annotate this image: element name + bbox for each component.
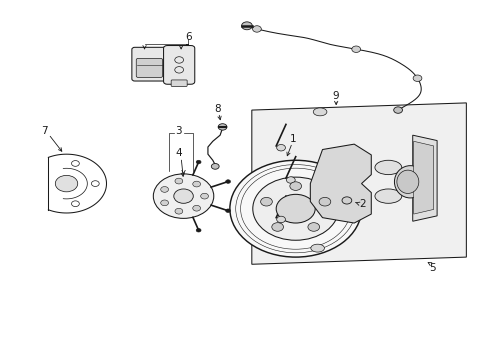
Circle shape xyxy=(173,189,193,203)
FancyBboxPatch shape xyxy=(132,47,166,81)
Ellipse shape xyxy=(374,160,401,175)
Circle shape xyxy=(55,175,78,192)
Ellipse shape xyxy=(374,189,401,203)
Text: 4: 4 xyxy=(175,148,182,158)
Circle shape xyxy=(225,209,230,212)
Text: 6: 6 xyxy=(185,32,191,41)
Ellipse shape xyxy=(310,244,324,252)
Polygon shape xyxy=(310,144,370,223)
Circle shape xyxy=(286,177,295,183)
Circle shape xyxy=(252,26,261,32)
Circle shape xyxy=(192,181,200,187)
Text: 1: 1 xyxy=(289,134,296,144)
Circle shape xyxy=(393,107,402,113)
Circle shape xyxy=(276,144,285,151)
Polygon shape xyxy=(412,135,436,221)
Circle shape xyxy=(225,180,230,183)
Circle shape xyxy=(175,178,183,184)
Polygon shape xyxy=(413,141,433,214)
Text: 8: 8 xyxy=(214,104,221,114)
Ellipse shape xyxy=(313,108,326,116)
Circle shape xyxy=(412,75,421,81)
Circle shape xyxy=(318,197,330,206)
Circle shape xyxy=(229,160,361,257)
Ellipse shape xyxy=(396,170,418,193)
Circle shape xyxy=(271,223,283,231)
Ellipse shape xyxy=(394,166,425,198)
Circle shape xyxy=(175,208,183,214)
FancyBboxPatch shape xyxy=(136,58,162,77)
Text: 9: 9 xyxy=(332,91,339,101)
Circle shape xyxy=(351,46,360,53)
Circle shape xyxy=(161,200,168,206)
Text: 3: 3 xyxy=(175,126,182,135)
Circle shape xyxy=(260,197,272,206)
Circle shape xyxy=(161,186,168,192)
Circle shape xyxy=(307,223,319,231)
Circle shape xyxy=(200,193,208,199)
Text: 5: 5 xyxy=(428,263,435,273)
Text: 2: 2 xyxy=(359,199,365,210)
Circle shape xyxy=(196,229,201,232)
Polygon shape xyxy=(251,103,466,264)
Circle shape xyxy=(196,160,201,164)
Circle shape xyxy=(341,197,351,204)
Circle shape xyxy=(252,177,338,240)
Text: 7: 7 xyxy=(41,126,48,135)
Circle shape xyxy=(276,194,315,223)
Circle shape xyxy=(218,124,226,130)
Circle shape xyxy=(241,22,252,30)
Circle shape xyxy=(192,205,200,211)
Circle shape xyxy=(289,182,301,190)
Circle shape xyxy=(153,174,213,219)
Circle shape xyxy=(276,216,285,223)
FancyBboxPatch shape xyxy=(163,45,194,84)
FancyBboxPatch shape xyxy=(171,80,187,86)
Circle shape xyxy=(211,163,219,169)
